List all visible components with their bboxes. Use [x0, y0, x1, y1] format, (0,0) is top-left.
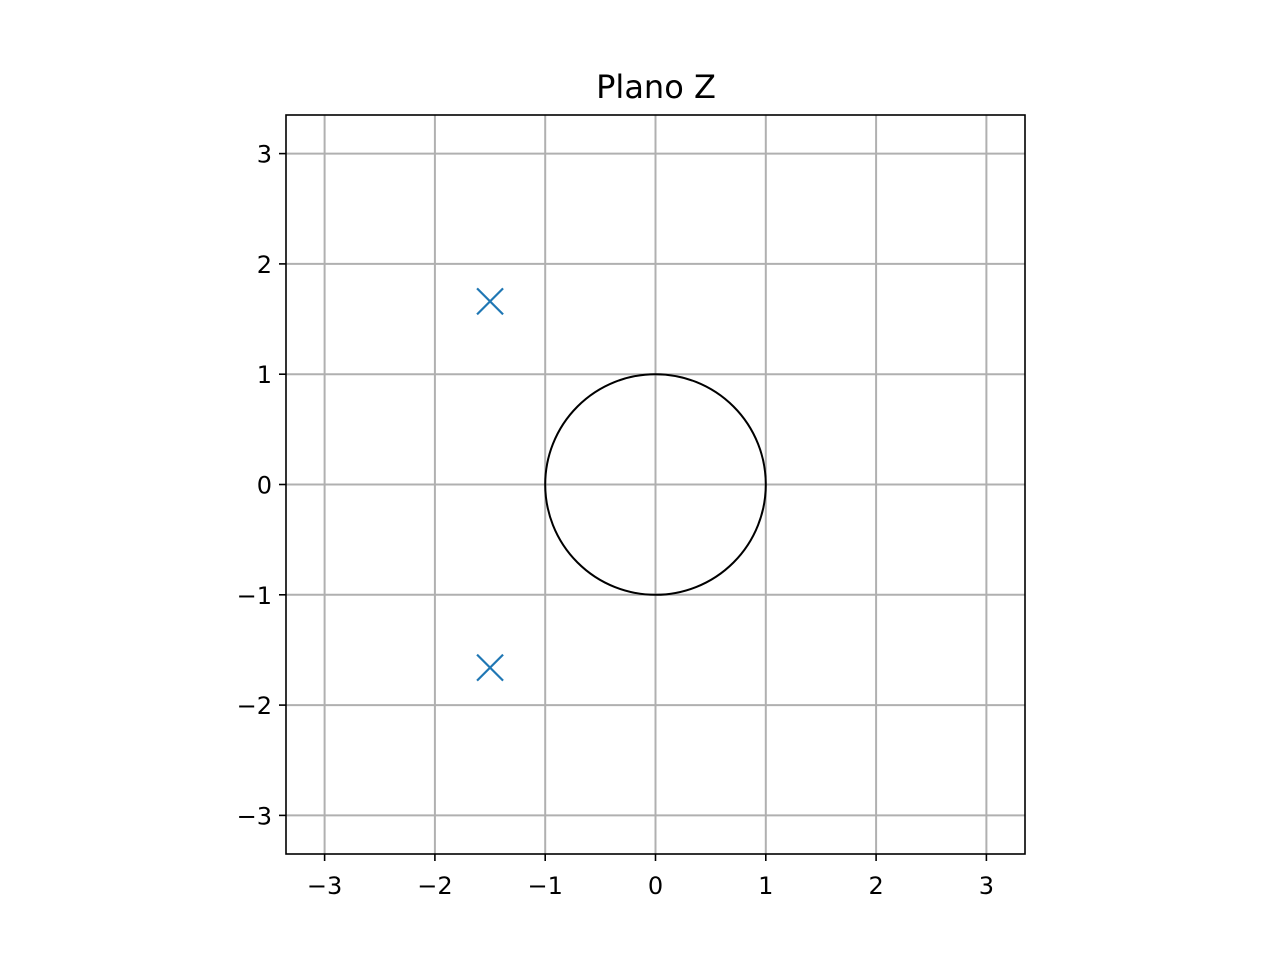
- y-tick-label-2: −1: [237, 582, 272, 610]
- x-tick-label-1: −2: [417, 872, 452, 900]
- x-tick-label-2: −1: [528, 872, 563, 900]
- pole-marker-1: [476, 653, 504, 682]
- y-tick-label-0: −3: [237, 802, 272, 830]
- y-tick-label-4: 1: [257, 361, 272, 389]
- x-tick-label-3: 0: [648, 872, 663, 900]
- grid: [286, 115, 1025, 854]
- chart-title: Plano Z: [596, 68, 716, 106]
- unit-circle: [544, 373, 767, 596]
- unit-circle-layer: [544, 373, 767, 596]
- pole-marker-0: [476, 287, 504, 316]
- x-tick-label-4: 1: [758, 872, 773, 900]
- pole-markers: [476, 287, 504, 682]
- y-tick-label-1: −2: [237, 692, 272, 720]
- y-tick-label-6: 3: [257, 141, 272, 169]
- y-tick-label-5: 2: [257, 251, 272, 279]
- x-tick-label-6: 3: [979, 872, 994, 900]
- x-tick-label-5: 2: [868, 872, 883, 900]
- x-tick-label-0: −3: [307, 872, 342, 900]
- axis-ticks: −3 −2 −1 0 1 2 3 −3 −2 −1 0 1 2 3: [237, 141, 994, 900]
- y-tick-label-3: 0: [257, 472, 272, 500]
